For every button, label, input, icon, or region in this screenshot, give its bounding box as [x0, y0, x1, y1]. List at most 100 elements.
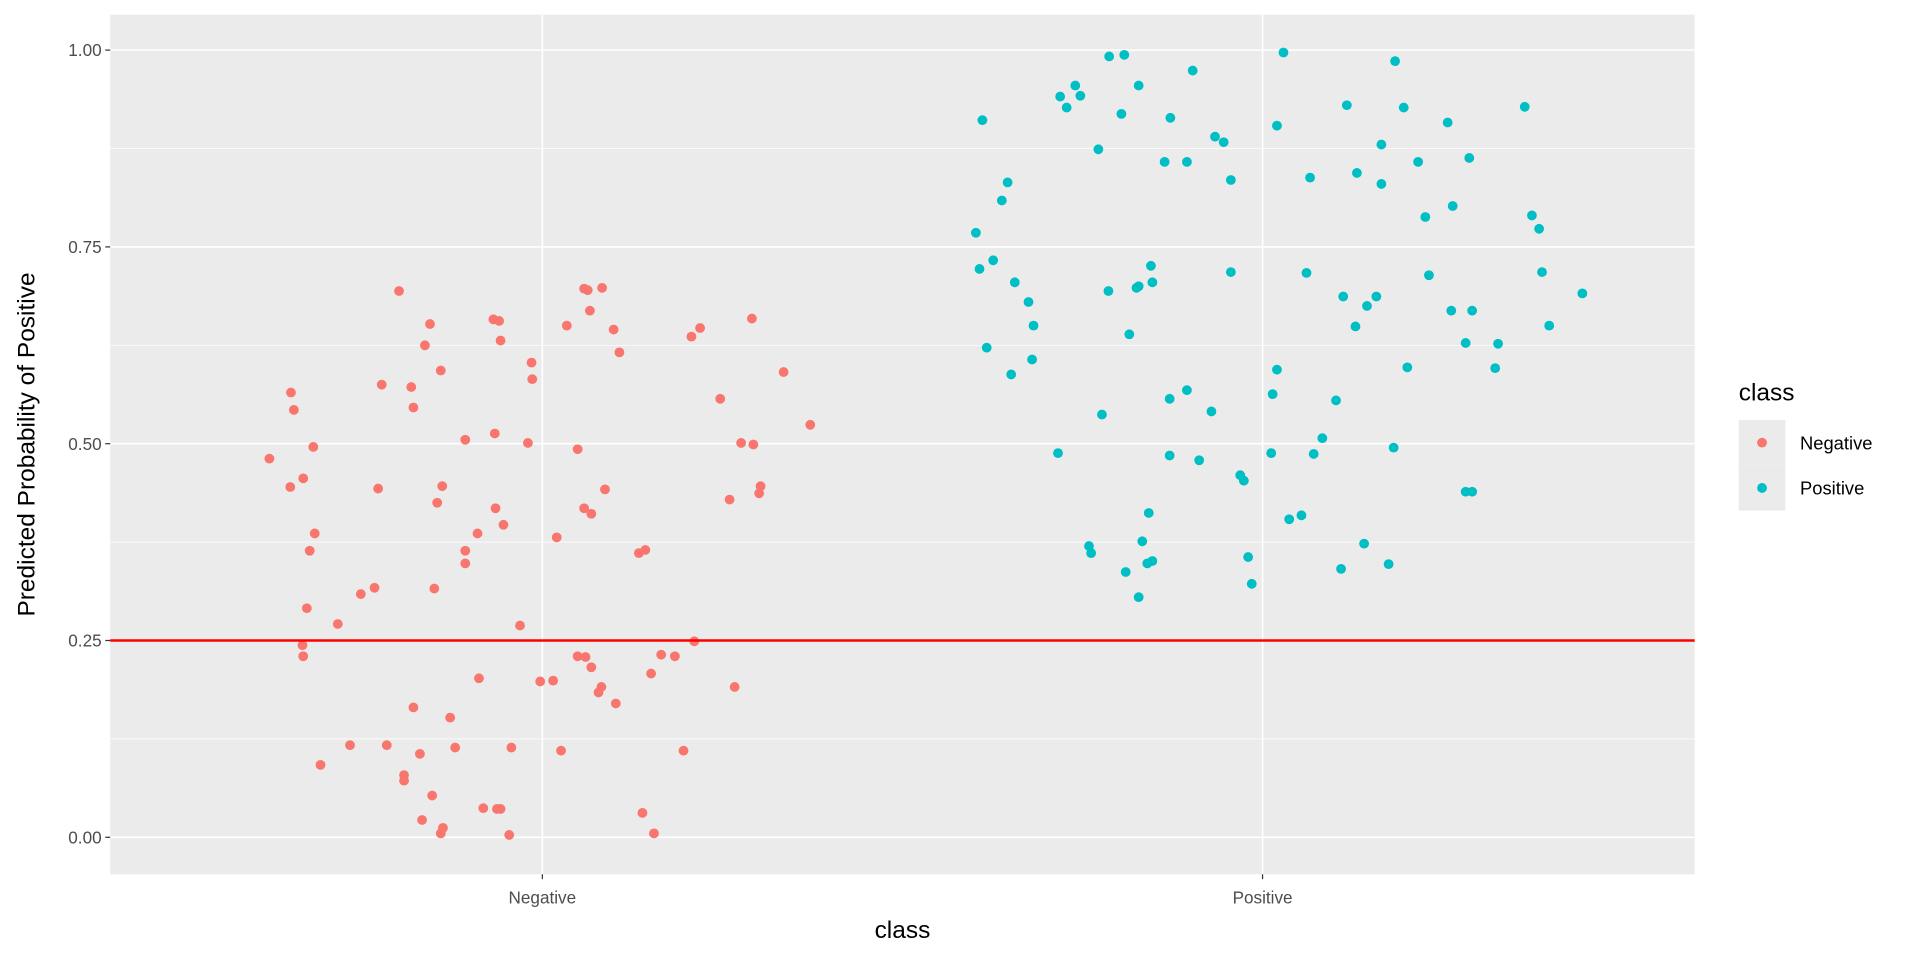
point-negative: [748, 439, 759, 450]
data-points: [264, 47, 1588, 840]
y-tick-label: 0.25: [68, 631, 101, 651]
point-positive: [1267, 389, 1278, 400]
point-negative: [593, 687, 604, 698]
point-negative: [427, 790, 438, 801]
point-negative: [394, 286, 404, 296]
x-axis-title: class: [875, 917, 931, 944]
point-positive: [1246, 578, 1257, 589]
point-negative: [535, 676, 546, 687]
point-positive: [974, 264, 985, 274]
point-negative: [579, 503, 590, 514]
point-positive: [988, 255, 999, 266]
point-positive: [1146, 260, 1156, 271]
point-positive: [1350, 321, 1361, 332]
point-positive: [1103, 286, 1114, 296]
point-negative: [437, 481, 448, 492]
point-negative: [551, 532, 562, 543]
point-positive: [1305, 172, 1315, 183]
point-positive: [1390, 56, 1400, 67]
point-negative: [678, 745, 689, 756]
point-positive: [1206, 406, 1217, 417]
point-positive: [1086, 548, 1097, 559]
point-positive: [1336, 563, 1346, 574]
point-negative: [315, 759, 326, 770]
point-negative: [429, 583, 440, 594]
point-negative: [490, 503, 501, 514]
point-positive: [1055, 91, 1066, 102]
point-negative: [415, 748, 425, 759]
point-negative: [425, 319, 435, 329]
point-negative: [572, 651, 583, 662]
point-negative: [637, 807, 648, 818]
point-positive: [1362, 301, 1372, 311]
point-negative: [805, 419, 816, 430]
point-positive: [1301, 267, 1312, 278]
point-negative: [715, 393, 726, 404]
point-negative: [408, 402, 419, 413]
point-positive: [1075, 90, 1086, 101]
point-positive: [1182, 156, 1192, 167]
point-positive: [1009, 277, 1020, 288]
point-negative: [304, 545, 315, 556]
point-negative: [724, 494, 735, 505]
point-positive: [1165, 112, 1176, 123]
y-axis-title: Predicted Probability of Positive: [13, 272, 40, 616]
point-positive: [1210, 131, 1220, 142]
point-positive: [1120, 567, 1131, 577]
point-negative: [288, 404, 299, 415]
point-positive: [1137, 536, 1148, 547]
point-positive: [1225, 267, 1236, 277]
point-negative: [729, 682, 740, 692]
point-positive: [1331, 395, 1341, 406]
point-positive: [1296, 510, 1307, 521]
point-negative: [489, 428, 500, 439]
point-positive: [1238, 475, 1249, 486]
point-positive: [1023, 297, 1034, 307]
point-positive: [1218, 137, 1229, 148]
legend-marker-negative: [1757, 437, 1767, 448]
point-negative: [309, 528, 320, 539]
point-negative: [460, 558, 471, 569]
point-positive: [1376, 139, 1387, 150]
point-negative: [298, 651, 309, 662]
point-negative: [308, 441, 319, 452]
point-negative: [432, 497, 443, 508]
point-negative: [297, 640, 308, 651]
point-positive: [1338, 291, 1349, 302]
point-positive: [1402, 362, 1413, 373]
point-positive: [1537, 267, 1547, 277]
point-positive: [1053, 448, 1063, 459]
point-negative: [646, 668, 656, 679]
point-positive: [1442, 117, 1453, 128]
legend-title: class: [1739, 379, 1795, 406]
point-negative: [435, 828, 446, 839]
point-negative: [286, 387, 296, 398]
point-positive: [1143, 508, 1154, 518]
point-positive: [1577, 288, 1588, 299]
point-positive: [1359, 538, 1370, 549]
point-negative: [580, 652, 591, 662]
point-positive: [996, 195, 1007, 206]
point-negative: [686, 331, 697, 342]
point-negative: [526, 357, 537, 368]
point-positive: [971, 227, 981, 238]
point-negative: [754, 488, 765, 499]
point-positive: [1398, 102, 1409, 113]
point-positive: [1194, 455, 1205, 466]
point-positive: [1119, 49, 1130, 60]
point-negative: [614, 347, 625, 358]
point-positive: [1061, 102, 1072, 113]
point-negative: [586, 508, 597, 519]
point-positive: [1467, 486, 1478, 497]
point-negative: [460, 434, 471, 445]
legend: class Negative Positive: [1738, 379, 1872, 511]
point-positive: [1464, 153, 1475, 163]
point-negative: [506, 742, 517, 753]
point-negative: [399, 775, 409, 786]
point-positive: [1388, 442, 1399, 453]
x-tick-label: Negative: [509, 888, 577, 908]
point-positive: [1490, 363, 1501, 374]
point-positive: [1383, 559, 1394, 570]
point-negative: [417, 815, 427, 825]
point-negative: [376, 379, 387, 390]
